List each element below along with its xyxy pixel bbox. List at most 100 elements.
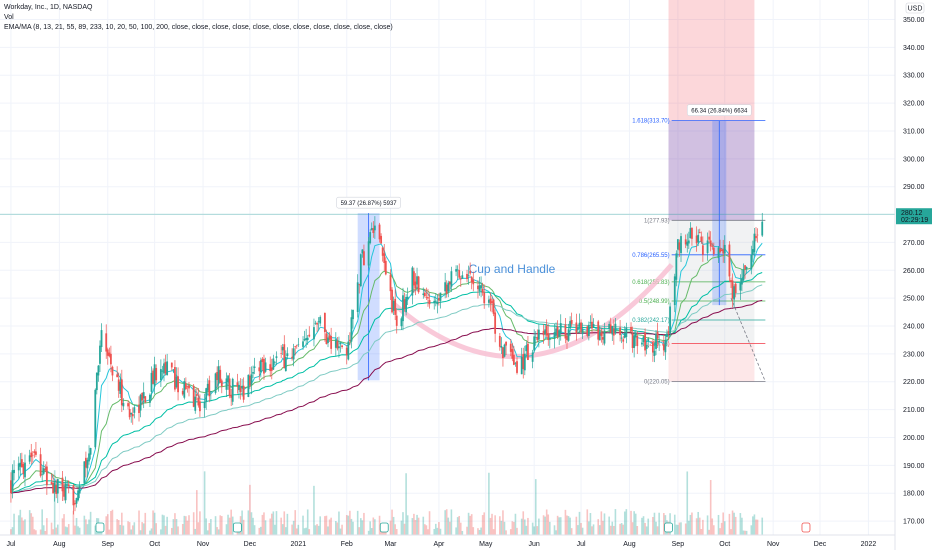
ema-legend[interactable]: EMA/MA (8, 13, 21, 55, 89, 233, 10, 20, … [4,24,393,31]
candle [533,329,536,353]
volume-bar [608,516,610,535]
volume-bar [706,515,709,535]
volume-bar [283,511,286,535]
candle [20,452,23,468]
candle [75,497,78,508]
candle-body [520,357,523,375]
volume-bar [623,511,626,535]
candle-body [675,253,678,280]
volume-bar [345,515,348,535]
price-tick-label: 270.00 [903,240,925,247]
candle-body [470,276,473,283]
time-tick-label: Apr [433,541,445,548]
volume-legend[interactable]: Vol [4,14,14,21]
candle-body [559,323,562,334]
candle-body [231,378,234,402]
candle-body [316,323,318,325]
volume-bar [231,516,234,535]
volume-bar [205,518,207,535]
volume-bar [631,522,634,535]
candle-body [10,480,12,494]
candle-body [761,221,764,236]
volume-bar [61,518,64,535]
candle [698,228,701,234]
candle-body [183,381,186,398]
candle-body [481,288,484,293]
volume-bar [750,525,753,535]
symbol-title[interactable]: Workday, Inc., 1D, NASDAQ [4,4,93,11]
candle [230,388,233,406]
time-tick-label: Dec [814,541,827,548]
candle-body [653,350,656,356]
candle [35,442,37,457]
candle-body [720,249,723,251]
candle-body [428,300,431,305]
candle-body [348,339,351,341]
candle-body [742,269,745,281]
candle-body [128,408,131,418]
volume-bar [695,518,698,535]
candle [63,482,65,501]
candle [328,332,331,343]
candle-body [42,468,45,474]
volume-bar [356,510,359,535]
candle-body [139,394,142,411]
volume-bar [270,513,273,535]
volume-bar [230,509,232,535]
volume-bar [684,523,687,535]
fib-level-label: 0.786(265.55) [632,253,669,259]
volume-bar [372,517,375,535]
candle-body [505,341,507,346]
candle-body [99,345,101,364]
candle [30,443,33,465]
candle [325,329,328,345]
candle-body [730,280,732,282]
time-tick-label: Mar [384,541,397,548]
candle [489,292,492,312]
candle-body [363,251,365,266]
candle [619,319,621,342]
volume-bar [66,527,68,535]
candle-body [547,333,550,341]
volume-bar [436,527,439,535]
candle [459,275,462,287]
candle-body [587,324,590,336]
volume-bar [131,525,134,535]
grid-lines [0,0,895,535]
volume-bar [378,515,381,535]
candle-body [395,315,398,326]
volume-bar [295,528,298,535]
candle [723,235,726,264]
candle-body [241,385,244,389]
candle [439,292,442,309]
volume-bar [505,530,507,535]
candle [625,322,628,344]
candle [330,327,333,354]
candle [509,339,512,357]
candle [83,461,86,484]
candle [722,239,725,263]
candle-body [314,322,317,324]
price-tick-label: 260.00 [903,268,925,275]
price-tick-label: 330.00 [903,73,925,80]
candle [587,321,590,341]
candle [491,295,493,313]
candle [316,321,318,332]
candle-body [414,281,417,289]
candle [128,402,131,420]
volume-bar [469,515,471,535]
candle [433,296,436,310]
candle-body [755,235,757,239]
candle-body [192,385,195,407]
candle [448,281,451,290]
volume-bar [553,525,556,535]
candle [523,345,526,376]
candle [341,344,343,349]
candle [555,322,557,338]
candle [597,319,600,346]
volume-bar [728,513,731,535]
volume-bar [44,530,47,535]
candle-body [548,337,551,340]
candles [10,212,764,515]
